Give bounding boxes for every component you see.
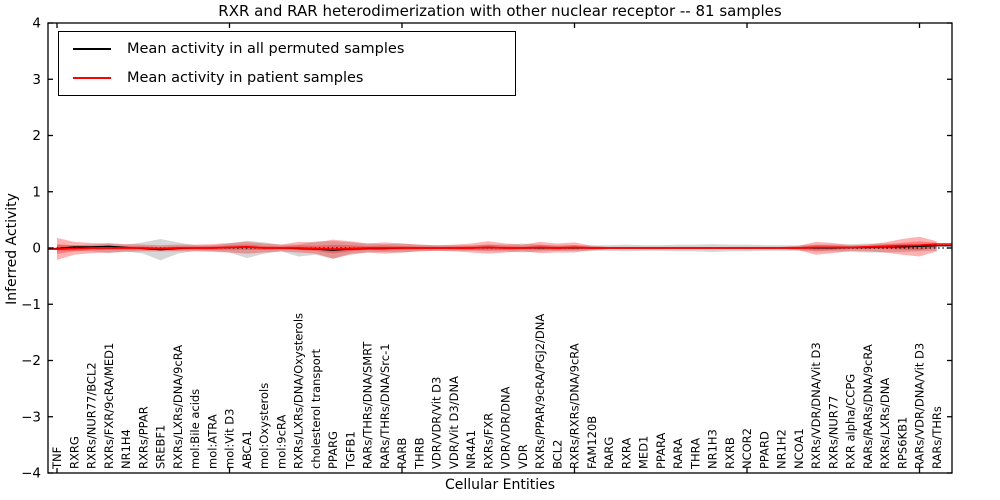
entity-label: RXRs/LXRs/DNA <box>878 378 892 469</box>
entity-label: RXRA <box>619 438 633 469</box>
entity-label: RXRG <box>67 436 81 469</box>
entity-label: NR1H4 <box>119 429 133 469</box>
entity-label: VDR <box>516 444 530 469</box>
y-tick-label: −4 <box>21 466 41 482</box>
entity-label: RXRs/NUR77 <box>826 396 840 469</box>
entity-label: RXRB <box>723 437 737 469</box>
entity-label: RARB <box>395 438 409 469</box>
entity-label: RXRs/PPAR/9cRA/PGJ2/DNA <box>533 314 547 469</box>
y-tick-label: −3 <box>21 409 41 425</box>
entity-label: RARG <box>602 437 616 469</box>
legend: Mean activity in all permuted samples Me… <box>58 31 516 96</box>
entity-label: VDR/VDR/Vit D3 <box>430 377 444 469</box>
entity-label: RARs/RARs/DNA/9cRA <box>861 344 875 469</box>
entity-label: THRB <box>412 437 426 470</box>
entity-label: NR1H2 <box>775 429 789 469</box>
entity-label: RARA <box>671 438 685 469</box>
entity-label: mol:9cRA <box>274 415 288 469</box>
entity-label: NR1H3 <box>706 429 720 469</box>
entity-label: THRA <box>688 438 702 470</box>
entity-label: cholesterol transport <box>309 349 323 469</box>
y-tick-label: 1 <box>32 184 41 200</box>
entity-label: NR4A1 <box>464 430 478 469</box>
legend-line-black-icon <box>73 48 111 50</box>
legend-label-patient: Mean activity in patient samples <box>127 70 364 86</box>
entity-label: RXRs/FXR <box>481 413 495 469</box>
entity-label: RARs/THRs/DNA/SMRT <box>361 341 375 469</box>
permuted-std-band <box>57 239 937 261</box>
entity-label: RXRs/LXRs/DNA/9cRA <box>171 345 185 469</box>
entity-label: RPS6KB1 <box>895 417 909 469</box>
legend-entry-patient: Mean activity in patient samples <box>59 64 515 92</box>
entity-label: TGFB1 <box>343 431 357 470</box>
entity-label: RARs/THRs/DNA/Src-1 <box>378 343 392 469</box>
y-tick-label: 2 <box>32 128 41 144</box>
entity-label: RXRs/LXRs/DNA/Oxysterols <box>292 313 306 469</box>
y-tick-label: −2 <box>21 353 41 369</box>
legend-entry-permuted: Mean activity in all permuted samples <box>59 35 515 63</box>
y-tick-label: 0 <box>32 241 41 257</box>
entity-label: RXRs/PPAR <box>136 406 150 469</box>
y-tick-label: −1 <box>21 297 41 313</box>
legend-label-permuted: Mean activity in all permuted samples <box>127 41 405 57</box>
entity-label: NCOA1 <box>792 428 806 469</box>
entity-label: ABCA1 <box>240 430 254 469</box>
legend-line-red-icon <box>73 77 111 79</box>
entity-label: PPARA <box>654 432 668 469</box>
entity-label: FAM120B <box>585 416 599 469</box>
entity-label: BCL2 <box>550 440 564 469</box>
patient-mean-line <box>48 243 952 250</box>
entity-label: MED1 <box>637 436 651 469</box>
entity-label: VDR/VDR/DNA <box>499 386 513 469</box>
entity-label: RXRs/NUR77/BCL2 <box>85 362 99 469</box>
entity-label: RXRs/RXRs/DNA/9cRA <box>568 343 582 469</box>
entity-label: RARs/VDR/DNA/Vit D3 <box>913 343 927 469</box>
entity-label: mol:ATRA <box>205 414 219 469</box>
entity-label: PPARG <box>326 431 340 469</box>
entity-label: TNF <box>50 447 64 470</box>
entity-label: NCOR2 <box>740 428 754 469</box>
entity-label: mol:Bile acids <box>188 389 202 469</box>
entity-label: mol:Vit D3 <box>223 409 237 469</box>
y-tick-label: 4 <box>32 16 41 32</box>
entity-label: VDR/Vit D3/DNA <box>447 376 461 469</box>
entity-label: SREBF1 <box>154 425 168 469</box>
x-axis-label: Cellular Entities <box>444 477 556 493</box>
entity-label: RARs/THRs <box>930 406 944 469</box>
entity-label: RXR alpha/CCPG <box>844 374 858 469</box>
entity-label: RXRs/FXR/9cRA/MED1 <box>102 343 116 469</box>
entity-label: RXRs/VDR/DNA/Vit D3 <box>809 342 823 469</box>
entity-label: mol:Oxysterols <box>257 383 271 469</box>
y-tick-label: 3 <box>32 72 41 88</box>
chart-title: RXR and RAR heterodimerization with othe… <box>218 2 782 20</box>
entity-label: PPARD <box>757 431 771 469</box>
